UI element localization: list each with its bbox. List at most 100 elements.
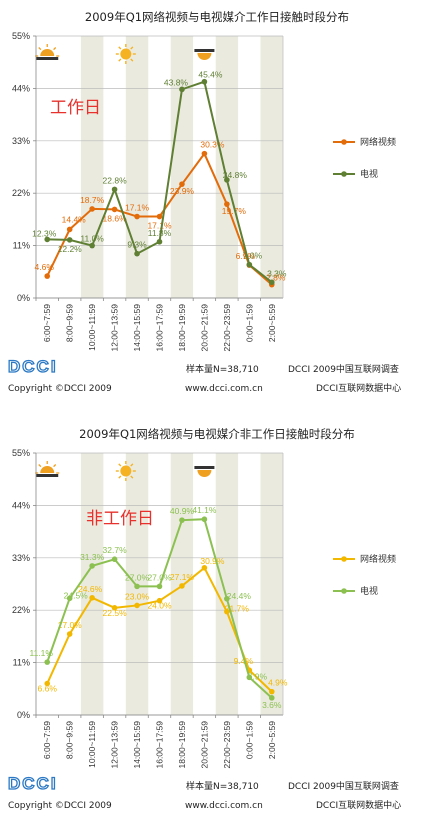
data-label: 7.0% (243, 251, 263, 261)
data-point (111, 186, 118, 193)
data-point (268, 279, 275, 286)
x-tick-label: 0:00~1:59 (244, 721, 254, 759)
y-tick-label: 55% (12, 31, 30, 41)
data-label: 41.1% (192, 505, 217, 515)
data-label: 12.2% (58, 244, 83, 254)
x-tick-label: 14:00~15:59 (132, 721, 142, 769)
sunrise-icon-ray (53, 464, 57, 468)
x-tick-label: 2:00~5:59 (267, 304, 277, 342)
y-tick-label: 22% (12, 188, 30, 198)
sunrise-icon-horizon (36, 57, 59, 60)
data-label: 6.6% (38, 684, 58, 694)
data-label: 43.8% (164, 77, 189, 87)
sun-icon-disc (120, 465, 132, 477)
x-tick-label: 0:00~1:59 (244, 304, 254, 342)
sun-icon (115, 44, 136, 64)
chart-title: 2009年Q1网络视频与电视媒介非工作日接触时段分布 (79, 427, 355, 441)
footer-sample: 样本量N=38,710 (186, 363, 259, 375)
dcci-logo: DCCI (8, 774, 58, 793)
shaded-band (80, 36, 104, 298)
data-point (179, 181, 185, 187)
data-point (224, 595, 230, 602)
chart-panel-workday: 2009年Q1网络视频与电视媒介工作日接触时段分布 0% 11% 22% 33% 44% 5… (0, 2, 434, 412)
y-tick-label: 33% (12, 136, 30, 146)
data-point (66, 237, 73, 243)
moon-icon (244, 464, 252, 478)
data-point (156, 597, 163, 604)
x-tick-label: 16:00~17:59 (155, 304, 165, 352)
data-label: 11.0% (80, 234, 104, 244)
data-point (44, 680, 51, 687)
x-tick-label: 10:00~11:59 (87, 721, 97, 768)
x-tick-label: 22:00~23:59 (222, 721, 232, 769)
sunset-icon-horizon (194, 466, 215, 469)
data-label: 3.6% (262, 700, 282, 710)
shaded-band (260, 36, 283, 298)
footer-copyright: Copyright ©DCCI 2009 (8, 384, 112, 394)
y-tick-label: 44% (12, 500, 30, 510)
sun-icon-disc (120, 48, 132, 60)
y-tick-label: 11% (13, 241, 30, 251)
data-point (111, 605, 118, 611)
x-tick-label: 18:00~19:59 (177, 721, 187, 769)
legend-swatch-dot (341, 588, 347, 594)
shaded-band (125, 36, 149, 298)
data-point (66, 226, 73, 233)
shaded-band (260, 453, 283, 715)
data-label: 23.0% (125, 591, 150, 601)
sunrise-icon-sun (40, 49, 55, 56)
data-point (179, 583, 185, 589)
data-label: 21.7% (225, 604, 250, 614)
footer-copyright: Copyright ©DCCI 2009 (8, 801, 112, 811)
footer-sample: 样本量N=38,710 (186, 780, 259, 792)
sun-icon (115, 461, 136, 481)
footer-center: DCCI互联网数据中心 (316, 799, 401, 811)
data-point (89, 206, 95, 212)
data-label: 30.3% (200, 140, 225, 150)
data-label: 24.4% (227, 591, 252, 601)
legend-label: 网络视频 (360, 553, 396, 565)
data-point (134, 250, 140, 257)
moon-icon-crescent (244, 47, 252, 61)
data-label: 3.3% (267, 268, 287, 278)
legend-label: 网络视频 (360, 136, 396, 148)
data-point (268, 688, 275, 695)
dcci-logo: DCCI (8, 357, 58, 376)
sun-icon-ray (130, 475, 134, 479)
sunset-icon (194, 466, 215, 477)
footer-org: DCCI 2009中国互联网调查 (288, 780, 399, 792)
shaded-band (80, 453, 104, 715)
sunset-icon (194, 49, 215, 61)
chart-annotation: 非工作日 (86, 509, 154, 529)
chart-annotation: 工作日 (50, 98, 101, 118)
data-label: 40.9% (170, 506, 195, 516)
data-label: 2.8% (266, 273, 286, 283)
sunrise-icon-horizon (36, 474, 59, 477)
y-tick-label: 33% (12, 553, 30, 563)
x-tick-label: 22:00~23:59 (222, 304, 232, 352)
data-point (201, 150, 208, 157)
y-tick-label: 22% (12, 605, 30, 615)
legend-swatch-dot (341, 139, 347, 145)
data-point (246, 674, 253, 681)
y-tick-label: 55% (12, 448, 30, 458)
data-point (134, 213, 140, 220)
footer-url: www.dcci.com.cn (185, 384, 263, 394)
sunrise-icon-ray (38, 47, 42, 51)
data-label: 27.0% (147, 572, 172, 582)
data-point (44, 659, 51, 665)
data-point (246, 261, 253, 268)
legend-label: 电视 (360, 585, 378, 597)
x-tick-label: 20:00~21:59 (199, 721, 209, 769)
data-label: 4.6% (35, 262, 55, 272)
data-label: 19.7% (222, 206, 247, 216)
data-label: 6.9% (236, 251, 256, 261)
y-tick-label: 0% (17, 710, 30, 720)
data-label: 11.1% (29, 648, 53, 658)
data-label: 17.0% (58, 620, 83, 630)
data-label: 9.3% (127, 240, 147, 250)
data-label: 23.9% (170, 186, 195, 196)
x-tick-label: 6:00~7:59 (42, 304, 52, 342)
shaded-band (215, 36, 239, 298)
legend-swatch-dot (341, 171, 347, 177)
